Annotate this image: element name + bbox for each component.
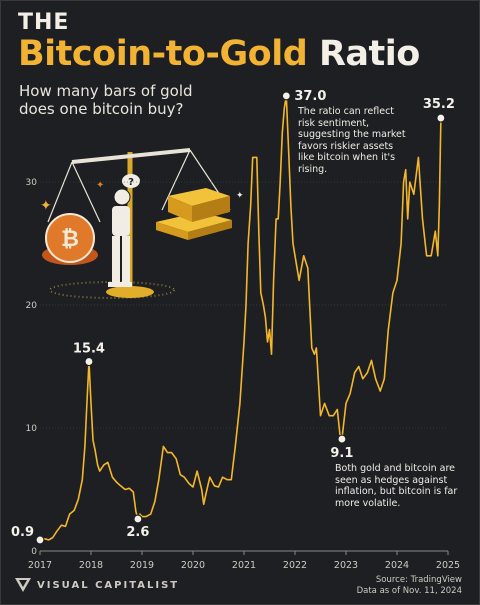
y-tick-label: 0: [31, 547, 37, 557]
x-tick-label: 2019: [130, 560, 154, 571]
date-text: Data as of Nov. 11, 2024: [356, 586, 462, 596]
data-label: 2.6: [126, 525, 149, 540]
page-title: Bitcoin-to-Gold Ratio: [18, 34, 420, 74]
data-label: 9.1: [330, 446, 353, 461]
y-tick-label: 10: [26, 424, 38, 434]
pre-title: THE: [18, 10, 70, 35]
x-tick-label: 2020: [181, 560, 205, 571]
person-icon: ?: [108, 174, 140, 287]
data-point-marker: [281, 91, 291, 101]
svg-text:₿: ₿: [61, 227, 79, 252]
data-label: 37.0: [294, 89, 326, 104]
scale-illustration: ₿ ? ✦ ✦ ✦: [40, 148, 244, 299]
data-label: 15.4: [73, 342, 105, 357]
bitcoin-coin-icon: [45, 213, 95, 263]
x-tick-label: 2025: [436, 560, 460, 571]
data-label: 0.9: [11, 525, 34, 540]
sparkle-icon: ✦: [236, 191, 244, 201]
sparkle-icon: ✦: [96, 180, 104, 191]
data-label: 35.2: [423, 97, 455, 112]
source-text: Source: TradingView: [375, 575, 462, 585]
data-point-marker: [337, 434, 347, 444]
data-point-marker: [84, 356, 94, 367]
x-tick-label: 2023: [334, 560, 358, 571]
brand-logo: VISUAL CAPITALIST: [15, 578, 179, 592]
subtitle: How many bars of gold does one bitcoin b…: [19, 82, 193, 118]
ratio-series-line: [39, 95, 442, 541]
data-point-marker: [35, 535, 45, 545]
y-tick-label: 20: [26, 301, 38, 311]
x-tick-label: 2024: [385, 560, 409, 571]
annotation-inflation-hedge: Both gold and bitcoin are seen as hedges…: [335, 463, 458, 509]
brand-name: VISUAL CAPITALIST: [37, 579, 180, 591]
data-point-marker: [133, 514, 143, 524]
svg-text:?: ?: [128, 177, 134, 188]
x-tick-label: 2022: [283, 560, 307, 571]
gold-bars-icon: [156, 188, 232, 240]
x-tick-label: 2018: [79, 560, 103, 571]
visual-capitalist-logo-icon: [15, 578, 31, 592]
title-highlight: Bitcoin-to-Gold: [18, 34, 308, 74]
x-tick-label: 2021: [232, 560, 256, 571]
source-note: Source: TradingView Data as of Nov. 11, …: [357, 575, 462, 597]
y-tick-label: 30: [26, 178, 38, 188]
data-point-marker: [436, 113, 446, 123]
x-tick-label: 2017: [28, 560, 52, 571]
annotation-risk-sentiment: The ratio can reflect risk sentiment, su…: [298, 106, 406, 175]
sparkle-icon: ✦: [40, 198, 52, 214]
title-rest: Ratio: [318, 34, 420, 74]
